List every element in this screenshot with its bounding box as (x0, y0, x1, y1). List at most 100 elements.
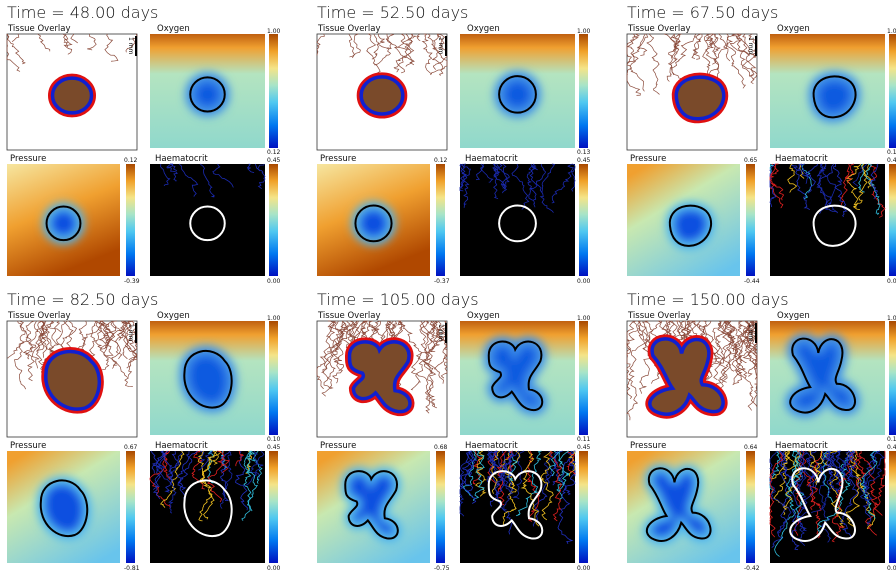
vessel (494, 164, 502, 199)
tumor-outline (184, 351, 231, 408)
vessel (811, 451, 840, 513)
vessel (819, 164, 835, 214)
tumor-core (676, 77, 723, 119)
colorbar-max: 0.67 (124, 444, 138, 451)
colorbar-max: 0.45 (267, 444, 281, 451)
scale-label: 1 mm (127, 37, 134, 55)
vessel (845, 164, 851, 183)
vessel (806, 451, 816, 478)
vessel (255, 164, 265, 189)
vessel (430, 34, 442, 75)
vessel (719, 321, 735, 351)
vessel (536, 164, 553, 213)
colorbar (269, 321, 278, 435)
subplot-label: Pressure (320, 154, 356, 164)
vessel (552, 164, 575, 203)
colorbar (889, 34, 896, 148)
vessel (157, 451, 176, 513)
vessel (817, 164, 837, 213)
vessel (809, 451, 822, 538)
vessel (549, 451, 561, 521)
vessel (514, 451, 525, 499)
oxygen-low (489, 341, 542, 410)
subplot-label: Tissue Overlay (7, 311, 71, 321)
tumor-outline (489, 471, 542, 538)
vessel (374, 34, 391, 65)
vessel (424, 321, 437, 408)
tumor-outline (190, 207, 225, 241)
vessel (810, 451, 830, 542)
vessel (208, 451, 229, 502)
scale-label: 1 mm (747, 37, 754, 55)
vessel (39, 321, 47, 345)
vessel (743, 321, 757, 410)
vessel (706, 34, 720, 85)
vessel (627, 321, 636, 356)
vessel (541, 451, 553, 520)
vessel (792, 164, 810, 210)
tumor-outline (190, 77, 225, 111)
vessel (71, 34, 78, 43)
pressure-low (345, 471, 398, 538)
panel-title: Time = 67.50 days (627, 3, 778, 22)
vessel (724, 34, 738, 61)
vessel (798, 451, 814, 510)
vessel (87, 34, 96, 50)
vessel (253, 451, 262, 484)
vessel (825, 451, 843, 528)
vessel (841, 164, 854, 205)
subplot-label: Pressure (630, 441, 666, 451)
vessel (770, 164, 783, 208)
vessel (861, 451, 884, 501)
vessel (198, 451, 214, 519)
vessel (349, 34, 355, 58)
vessel (105, 321, 133, 387)
tumor-core (350, 342, 410, 412)
vessel (735, 321, 757, 407)
vessel (423, 34, 432, 74)
vessel (24, 321, 38, 381)
vessel (208, 451, 214, 483)
vessel (167, 164, 173, 168)
tumor-core (361, 77, 403, 114)
vessel (866, 451, 885, 535)
vessel (428, 321, 441, 407)
vessel (163, 451, 173, 479)
vessel (38, 34, 50, 51)
vessel (334, 321, 345, 371)
vessel (322, 321, 344, 396)
colorbar-max: 1.00 (577, 315, 591, 322)
vessel (63, 34, 68, 47)
vessel (527, 164, 536, 207)
colorbar (269, 451, 278, 563)
vessel (664, 34, 679, 48)
panel-title: Time = 82.50 days (7, 290, 158, 309)
vessel (116, 321, 127, 359)
vessel (850, 451, 875, 529)
tumor-outline (345, 471, 398, 538)
panel-title: Time = 52.50 days (317, 3, 468, 22)
vessel (854, 451, 864, 488)
vessel (248, 164, 254, 173)
vessel (492, 451, 500, 494)
subplot-label: Tissue Overlay (317, 24, 381, 34)
colorbar (889, 321, 896, 435)
vessel (741, 321, 757, 363)
vessel (361, 321, 367, 342)
subplot-label: Haematocrit (155, 154, 208, 164)
colorbar-min: -0.39 (124, 278, 140, 285)
colorbar (889, 164, 896, 276)
vessel (236, 451, 243, 466)
vessel (249, 451, 255, 461)
vessel (99, 321, 109, 341)
vessel (317, 34, 324, 55)
vessel (856, 451, 883, 515)
subplot-label: Oxygen (777, 311, 810, 321)
vessel (461, 451, 476, 504)
colorbar-min: 0.11 (577, 436, 591, 443)
colorbar (579, 321, 588, 435)
vessel (474, 451, 484, 501)
subplot-label: Pressure (630, 154, 666, 164)
vessel (498, 451, 507, 505)
